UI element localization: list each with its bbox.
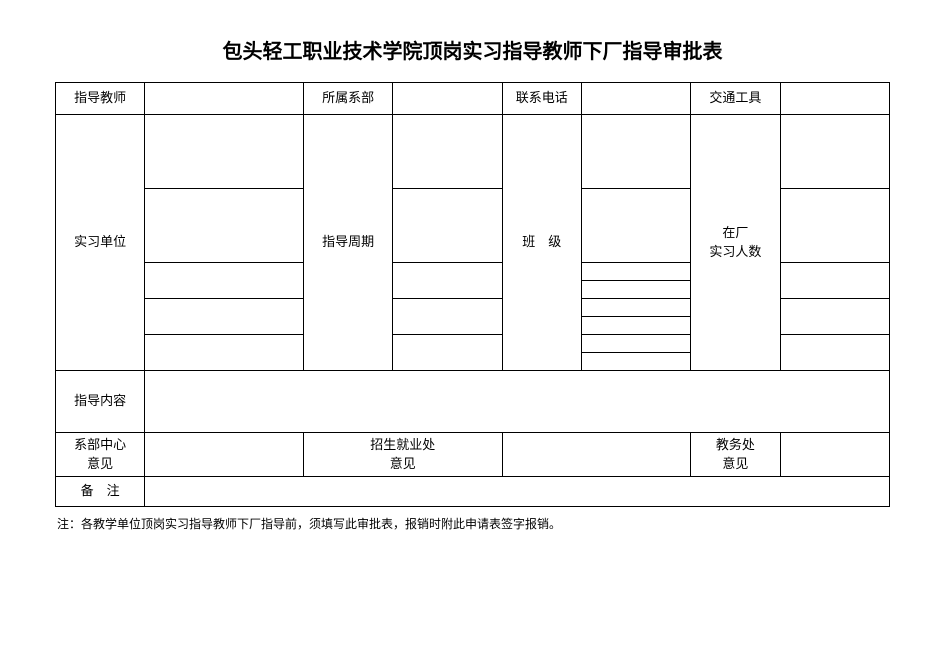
label-remarks: 备 注 [56,477,145,507]
value-phone [581,83,690,115]
value-academic-opinion [780,433,889,477]
value-department [393,83,502,115]
label-unit: 实习单位 [56,115,145,371]
label-instructor: 指导教师 [56,83,145,115]
value-count-2 [780,189,889,263]
value-class-4a [581,299,690,317]
value-period-2 [393,189,502,263]
label-dept-opinion: 系部中心 意见 [56,433,145,477]
value-dept-opinion [145,433,304,477]
value-class-3b [581,281,690,299]
footnote-text: 注：各教学单位顶岗实习指导教师下厂指导前，须填写此审批表，报销时附此申请表签字报… [55,515,890,532]
approval-form-table: 指导教师 所属系部 联系电话 交通工具 实习单位 指导周期 班 级 在厂 实习人… [55,82,890,507]
value-period-1 [393,115,502,189]
label-transport: 交通工具 [691,83,780,115]
value-count-5 [780,335,889,371]
value-guidance-content [145,371,890,433]
value-class-5a [581,335,690,353]
value-count-3 [780,263,889,299]
label-department: 所属系部 [303,83,392,115]
label-count: 在厂 实习人数 [691,115,780,371]
value-class-4b [581,317,690,335]
form-title: 包头轻工职业技术学院顶岗实习指导教师下厂指导审批表 [55,35,890,64]
label-guidance-content: 指导内容 [56,371,145,433]
value-unit-1 [145,115,304,189]
value-class-1 [581,115,690,189]
value-count-1 [780,115,889,189]
value-period-3 [393,263,502,299]
value-unit-5 [145,335,304,371]
value-class-2 [581,189,690,263]
value-class-5b [581,353,690,371]
value-count-4 [780,299,889,335]
value-unit-3 [145,263,304,299]
value-unit-4 [145,299,304,335]
value-transport [780,83,889,115]
label-academic-opinion: 教务处 意见 [691,433,780,477]
label-period: 指导周期 [303,115,392,371]
value-admissions-opinion [502,433,691,477]
label-admissions-opinion: 招生就业处 意见 [303,433,502,477]
label-class: 班 级 [502,115,581,371]
value-class-3a [581,263,690,281]
value-period-4 [393,299,502,335]
label-phone: 联系电话 [502,83,581,115]
value-unit-2 [145,189,304,263]
value-instructor [145,83,304,115]
value-period-5 [393,335,502,371]
value-remarks [145,477,890,507]
